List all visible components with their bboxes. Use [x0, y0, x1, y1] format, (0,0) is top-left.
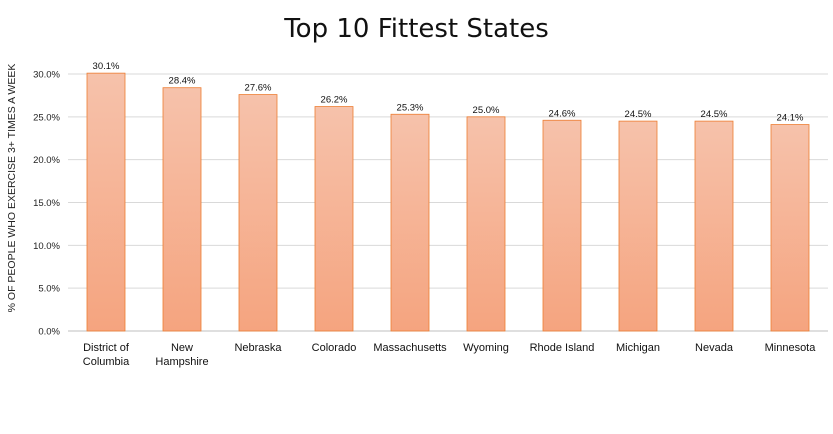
y-tick-label: 10.0% — [33, 241, 60, 252]
bar — [466, 116, 506, 332]
data-label: 26.2% — [321, 95, 348, 106]
x-tick-label: Michigan — [616, 342, 660, 354]
bar — [390, 113, 430, 332]
bar — [162, 87, 202, 332]
data-label: 24.5% — [625, 109, 652, 120]
data-label: 24.5% — [701, 109, 728, 120]
bar — [770, 124, 810, 332]
bar — [542, 119, 582, 332]
x-tick-label: Colorado — [312, 342, 357, 354]
y-tick-label: 25.0% — [33, 112, 60, 123]
bars — [86, 72, 810, 332]
x-axis-ticks: District of Columbia New Hampshire Nebraska C… — [83, 342, 816, 368]
data-label: 27.6% — [245, 83, 272, 94]
data-label: 24.1% — [777, 113, 804, 124]
bar — [618, 120, 658, 332]
y-axis-label: % OF PEOPLE WHO EXERCISE 3+ TIMES A WEEK — [6, 64, 18, 313]
data-label: 25.0% — [473, 105, 500, 116]
y-tick-label: 30.0% — [33, 70, 60, 81]
bar — [314, 106, 354, 332]
x-tick-label: Nevada — [695, 342, 734, 354]
data-label: 30.1% — [93, 61, 120, 72]
x-tick-label: Rhode Island — [530, 342, 595, 354]
y-tick-label: 5.0% — [38, 284, 60, 295]
y-tick-label: 0.0% — [38, 327, 60, 338]
x-tick-label: Massachusetts — [373, 342, 447, 354]
data-label: 24.6% — [549, 108, 576, 119]
x-tick-label: Minnesota — [765, 342, 817, 354]
y-axis-ticks: 0.0% 5.0% 10.0% 15.0% 20.0% 25.0% 30.0% — [33, 70, 60, 338]
bar — [694, 120, 734, 332]
data-label: 28.4% — [169, 76, 196, 87]
x-tick-label: District of Columbia — [83, 342, 130, 368]
y-tick-label: 20.0% — [33, 155, 60, 166]
bar — [238, 94, 278, 332]
data-label: 25.3% — [397, 102, 424, 113]
bar — [86, 72, 126, 332]
data-labels: 30.1% 28.4% 27.6% 26.2% 25.3% 25.0% 24.6% 24.5%… — [93, 61, 804, 123]
y-tick-label: 15.0% — [33, 198, 60, 209]
x-tick-label: New Hampshire — [155, 342, 208, 368]
chart-title: Top 10 Fittest States — [284, 14, 549, 44]
x-tick-label: Wyoming — [463, 342, 509, 354]
x-tick-label: Nebraska — [234, 342, 282, 354]
